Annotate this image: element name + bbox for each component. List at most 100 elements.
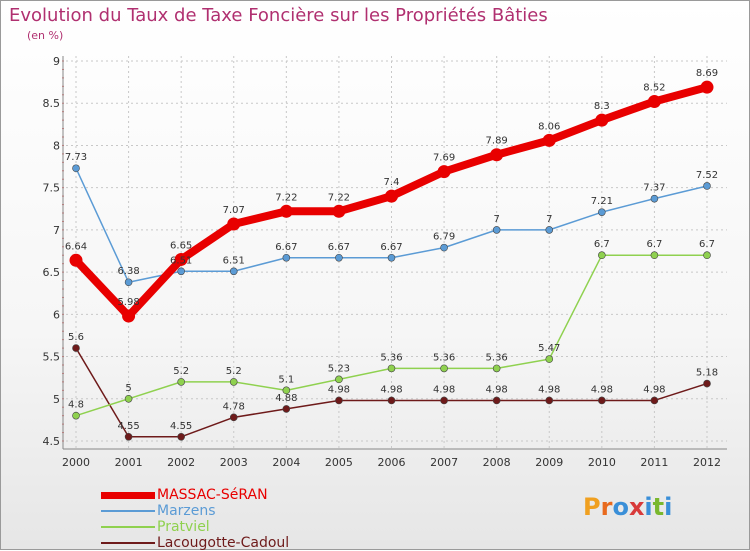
data-label: 7.73 [65, 152, 87, 163]
data-label: 6.7 [594, 239, 610, 250]
y-tick-label: 5 [53, 393, 60, 406]
data-point [124, 432, 133, 441]
data-point [703, 379, 711, 388]
x-tick-label: 2002 [167, 456, 195, 469]
data-point [387, 253, 396, 262]
data-label: 5.47 [538, 343, 560, 354]
data-label: 4.98 [433, 384, 455, 395]
data-label: 6.7 [699, 239, 715, 250]
data-point [174, 252, 188, 266]
data-point [650, 194, 659, 203]
proxiti-logo: Proxiti [583, 493, 672, 521]
data-point [177, 267, 185, 276]
data-label: 4.98 [538, 384, 560, 395]
logo-letter: i [644, 493, 653, 521]
legend-swatch [101, 492, 155, 499]
y-tick-label: 7 [53, 224, 60, 237]
data-label: 8.52 [643, 83, 665, 94]
data-label: 6.67 [380, 242, 402, 253]
data-label: 4.98 [328, 384, 350, 395]
data-point [545, 355, 554, 363]
y-tick-label: 8.5 [43, 97, 61, 110]
data-label: 4.55 [170, 421, 192, 432]
logo-letter: i [664, 493, 673, 521]
data-point [229, 378, 238, 386]
data-label: 6.51 [223, 255, 245, 266]
x-tick-label: 2001 [115, 456, 143, 469]
data-point [282, 253, 291, 262]
x-tick-label: 2007 [430, 456, 458, 469]
data-point [492, 396, 501, 405]
logo-letter: t [652, 493, 665, 521]
data-label: 8.3 [594, 101, 610, 112]
data-point [282, 405, 291, 413]
data-point [72, 344, 80, 352]
legend-label: Marzens [157, 503, 216, 519]
data-point [332, 204, 346, 218]
data-point [492, 226, 501, 234]
data-label: 7 [493, 214, 499, 225]
data-point [440, 396, 448, 405]
data-label: 4.8 [68, 400, 84, 411]
data-label: 7.89 [486, 136, 508, 147]
x-tick-label: 2000 [62, 456, 90, 469]
legend-label: Lacougotte-Cadoul [157, 535, 290, 551]
data-point [279, 204, 293, 218]
data-label: 4.98 [591, 384, 613, 395]
data-label: 5.1 [278, 374, 294, 385]
data-point [545, 396, 554, 405]
data-point [124, 278, 133, 287]
data-point [598, 208, 606, 216]
data-label: 6.38 [117, 266, 139, 277]
legend-label: MASSAC-SéRAN [157, 487, 268, 503]
data-point [650, 251, 659, 260]
logo-letter: x [628, 493, 645, 521]
data-point [177, 432, 185, 441]
y-tick-label: 7.5 [43, 182, 61, 195]
data-point [437, 165, 451, 179]
data-label: 8.06 [538, 121, 560, 132]
data-label: 6.79 [433, 232, 455, 243]
data-point [703, 251, 711, 260]
data-label: 5.36 [380, 352, 402, 363]
data-point [542, 133, 556, 147]
data-point [229, 267, 238, 276]
data-label: 5.6 [68, 332, 84, 343]
legend-swatch [101, 526, 155, 528]
data-label: 7.21 [591, 196, 613, 207]
x-tick-label: 2008 [483, 456, 511, 469]
data-point [595, 113, 609, 127]
data-point [440, 364, 448, 373]
data-point [335, 375, 343, 384]
legend-swatch [101, 542, 155, 544]
data-label: 4.88 [275, 393, 297, 404]
data-point [700, 80, 714, 94]
data-label: 5.2 [226, 366, 242, 377]
data-label: 4.98 [486, 384, 508, 395]
data-label: 5.98 [117, 297, 139, 308]
data-point [385, 189, 398, 203]
y-tick-label: 8 [53, 139, 60, 152]
data-label: 4.55 [117, 421, 139, 432]
data-label: 6.64 [65, 241, 87, 252]
data-label: 6.67 [328, 242, 350, 253]
data-label: 6.7 [646, 239, 662, 250]
data-label: 7.07 [223, 205, 245, 216]
data-point [335, 396, 343, 405]
logo-letter: o [612, 493, 629, 521]
data-point [490, 148, 504, 162]
data-point [387, 364, 396, 373]
data-label: 4.78 [223, 401, 245, 412]
data-point [598, 251, 606, 260]
data-label: 7.22 [328, 192, 350, 203]
data-point [229, 413, 238, 422]
data-label: 7.69 [433, 153, 455, 164]
data-labels: 5.6 4.55 4.55 4.78 4.88 4.98 4.98 4.98 4.98 4.98 4… [65, 68, 718, 432]
data-point [545, 226, 554, 234]
data-point [72, 164, 80, 173]
logo-letter: r [600, 493, 613, 521]
x-tick-label: 2004 [272, 456, 300, 469]
